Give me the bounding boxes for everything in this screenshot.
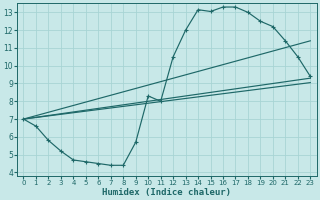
X-axis label: Humidex (Indice chaleur): Humidex (Indice chaleur) [102, 188, 231, 197]
